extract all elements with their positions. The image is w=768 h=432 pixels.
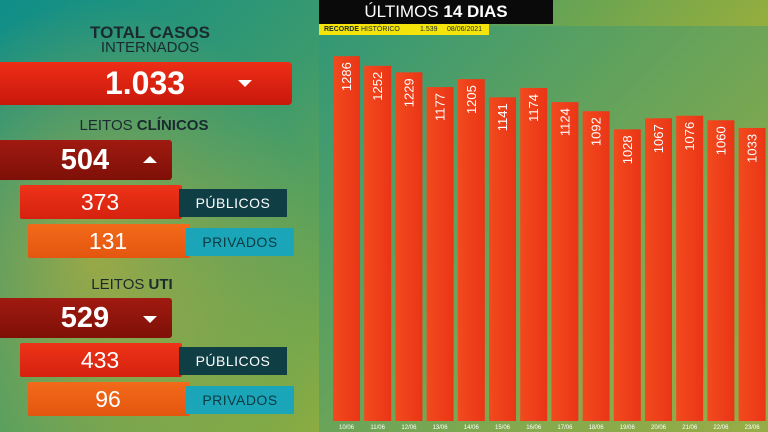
- bar-23/06: [738, 127, 766, 421]
- bar-value-label: 1124: [557, 108, 572, 136]
- clinical-public-value: 373: [80, 189, 120, 215]
- x-tick-label: 20/06: [651, 425, 667, 431]
- bar-value-label: 1177: [433, 93, 448, 121]
- x-tick-label: 16/06: [526, 425, 542, 431]
- record-strip: [319, 24, 489, 35]
- bar-12/06: [395, 72, 423, 421]
- icu-public-tag: PÚBLICOS: [179, 347, 287, 375]
- record-value: 1.539: [420, 26, 438, 33]
- bar-14/06: [457, 79, 485, 422]
- clinical-private-box: [28, 224, 190, 258]
- x-tick-label: 18/06: [589, 425, 605, 431]
- icu-private-box: [28, 382, 190, 416]
- x-tick-label: 13/06: [433, 425, 449, 431]
- bar-chart: 1286 10/06 1252 11/06 1229 12/06 1177 13/06 1205…: [333, 56, 766, 431]
- bar-18/06: [582, 111, 610, 421]
- x-tick-label: 11/06: [370, 425, 385, 431]
- caret-up-icon: [143, 156, 157, 163]
- chart-title-bold: 14 DIAS: [443, 2, 508, 21]
- bar-value-label: 1060: [713, 126, 728, 155]
- x-tick-label: 22/06: [713, 425, 729, 431]
- bar-value-label: 1092: [589, 117, 604, 146]
- total-cases-title: TOTAL CASOS: [90, 23, 210, 42]
- record-date: 08/06/2021: [447, 26, 483, 33]
- caret-down-icon: [238, 80, 252, 87]
- clinical-public-tag: PÚBLICOS: [179, 189, 287, 217]
- bar-11/06: [364, 65, 392, 421]
- total-cases-value: 1.033: [104, 65, 186, 101]
- bar-value-label: 1229: [401, 78, 416, 107]
- bar-value-label: 1028: [620, 135, 635, 164]
- clinical-beds-label-bold: CLÍNICOS: [136, 117, 209, 134]
- icu-private-tag: PRIVADOS: [186, 386, 294, 414]
- caret-down-icon: [143, 316, 157, 323]
- chart-title-prefix: ÚLTIMOS: [364, 2, 439, 21]
- x-tick-label: 15/06: [495, 425, 511, 431]
- icu-beds-value: 529: [60, 302, 110, 334]
- bar-value-label: 1205: [464, 85, 479, 114]
- bar-16/06: [520, 87, 548, 421]
- chart-title: ÚLTIMOS 14 DIAS: [319, 0, 553, 24]
- x-tick-label: 23/06: [745, 425, 761, 431]
- record-label-2: HISTÓRICO: [360, 26, 400, 33]
- bar-17/06: [551, 102, 579, 421]
- x-tick-label: 10/06: [339, 425, 355, 431]
- clinical-public-box: [20, 185, 182, 219]
- bar-13/06: [426, 87, 454, 421]
- x-tick-label: 21/06: [682, 425, 698, 431]
- bar-value-label: 1174: [526, 94, 541, 122]
- clinical-private-tag: PRIVADOS: [186, 228, 294, 256]
- x-tick-label: 12/06: [401, 425, 417, 431]
- icu-public-value: 433: [80, 347, 120, 373]
- x-tick-label: 14/06: [464, 425, 480, 431]
- icu-beds-label-prefix: LEITOS: [91, 276, 145, 293]
- bar-21/06: [676, 115, 704, 422]
- bar-19/06: [613, 129, 641, 421]
- bar-20/06: [645, 118, 672, 421]
- bar-15/06: [489, 97, 516, 422]
- bar-value-label: 1252: [370, 72, 385, 101]
- clinical-beds-value: 504: [60, 144, 110, 176]
- bar-value-label: 1141: [495, 103, 510, 131]
- clinical-private-value: 131: [88, 228, 128, 254]
- icu-private-value: 96: [95, 386, 121, 412]
- icu-public-box: [20, 343, 182, 377]
- bar-value-label: 1286: [339, 62, 354, 91]
- clinical-beds-label: LEITOS CLÍNICOS: [44, 118, 244, 134]
- x-tick-label: 17/06: [557, 425, 573, 431]
- clinical-beds-label-prefix: LEITOS: [79, 117, 133, 134]
- bar-value-label: 1067: [651, 124, 666, 153]
- icu-beds-label: LEITOS UTI: [32, 277, 232, 293]
- bar-10/06: [333, 56, 360, 421]
- bar-22/06: [707, 120, 735, 421]
- bar-value-label: 1076: [682, 122, 697, 151]
- total-cases-subtitle: INTERNADOS: [100, 39, 200, 56]
- x-tick-label: 19/06: [620, 425, 636, 431]
- record-label: RECORDE HISTÓRICO: [324, 24, 400, 35]
- bar-value-label: 1033: [745, 134, 760, 163]
- icu-beds-label-bold: UTI: [148, 276, 173, 293]
- record-label-1: RECORDE: [324, 26, 360, 33]
